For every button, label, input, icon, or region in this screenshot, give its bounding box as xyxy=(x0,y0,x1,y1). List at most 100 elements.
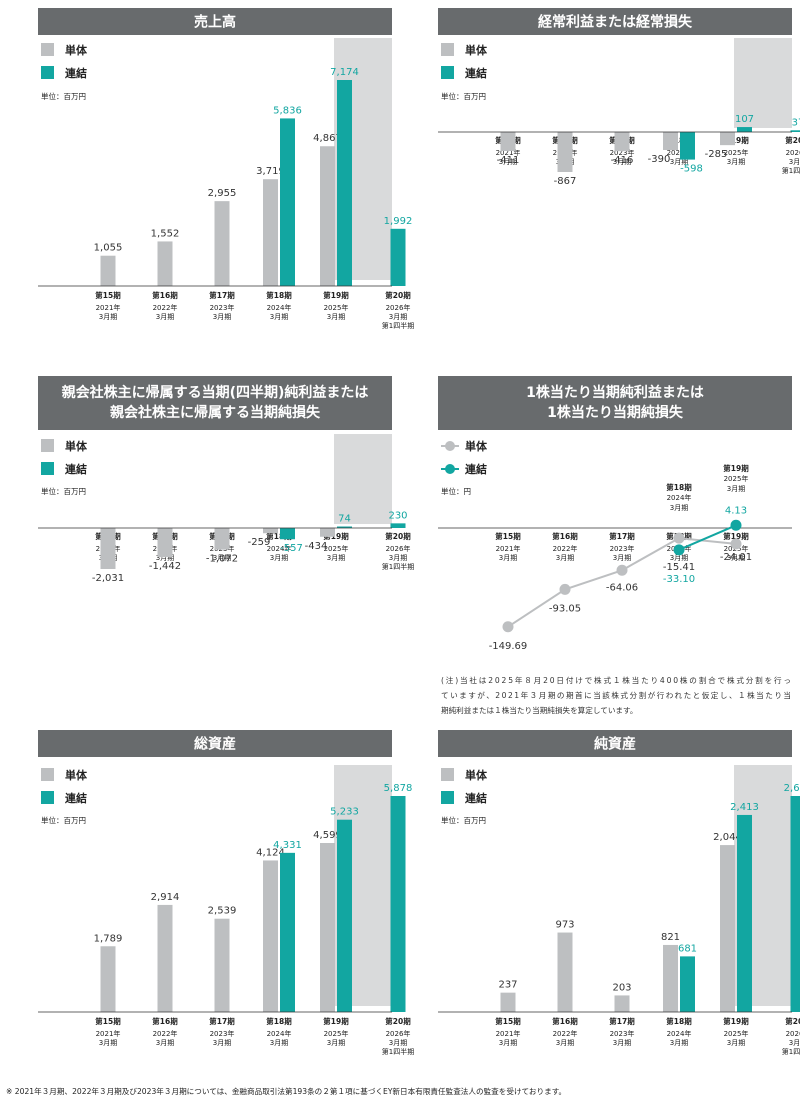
chart-title-bar xyxy=(38,730,392,757)
period-label: 第17期 xyxy=(609,1016,635,1026)
period-sublabel: 2023年 xyxy=(610,544,635,553)
period-sublabel: 3月期 xyxy=(556,1039,574,1047)
single-value-label: 973 xyxy=(555,920,574,931)
period-sublabel: 2026年 xyxy=(386,1029,411,1038)
consolidated-value-label: -33.10 xyxy=(663,574,695,585)
point-period-label: 3月期 xyxy=(727,485,745,493)
consolidated-value-label: 5,878 xyxy=(384,783,413,794)
chart-title-bar xyxy=(38,8,392,35)
consolidated-bar xyxy=(680,956,695,1012)
point-period-label: 第19期 xyxy=(723,463,749,473)
period-sublabel: 3月期 xyxy=(270,1039,288,1047)
chart-title: 経常利益または経常損失 xyxy=(538,14,693,31)
period-sublabel: 3月期 xyxy=(213,1039,231,1047)
single-bar xyxy=(320,146,335,286)
single-value-label: 237 xyxy=(498,980,517,991)
period-sublabel: 第1四半期 xyxy=(782,1047,800,1056)
legend-consolidated-label: 連結 xyxy=(465,66,487,80)
period-label: 第18期 xyxy=(666,135,692,145)
single-value-label: -416 xyxy=(611,155,634,166)
period-sublabel: 2021年 xyxy=(496,544,521,553)
legend-single-label: 単体 xyxy=(465,768,488,782)
consolidated-value-label: 681 xyxy=(678,943,697,954)
single-bar xyxy=(614,995,630,1012)
single-value-label: -93.05 xyxy=(549,603,581,614)
eps-note-line: (注)当社は2025年８月20日付けで株式１株当たり400株の割合で株式分割を行… xyxy=(441,675,791,685)
period-sublabel: 3月期 xyxy=(213,313,231,321)
single-value-label: 4,124 xyxy=(256,847,285,858)
single-bar xyxy=(500,132,516,151)
consolidated-value-label: 7,174 xyxy=(330,67,359,78)
period-label: 第20期 xyxy=(385,290,411,300)
period-sublabel: 3月期 xyxy=(727,1039,745,1047)
consolidated-bar xyxy=(737,814,752,1012)
period-sublabel: 2021年 xyxy=(496,1029,521,1038)
period-sublabel: 2026年 xyxy=(386,303,411,312)
chart-panel-2: 親会社株主に帰属する当期(四半期)純利益または親会社株主に帰属する当期純損失単体… xyxy=(38,376,414,584)
single-value-label: -149.69 xyxy=(489,641,528,652)
period-sublabel: 2024年 xyxy=(267,1029,292,1038)
single-value-label: -64.06 xyxy=(606,582,638,593)
consolidated-point xyxy=(730,519,742,531)
legend-consolidated-swatch xyxy=(41,462,54,475)
period-label: 第18期 xyxy=(266,531,292,541)
period-label: 第17期 xyxy=(609,531,635,541)
legend-single-swatch xyxy=(41,768,54,781)
period-sublabel: 3月期 xyxy=(613,1039,631,1047)
period-label: 第15期 xyxy=(95,290,121,300)
unit-label: 単位：百万円 xyxy=(41,91,86,101)
unit-label: 単位：百万円 xyxy=(441,91,486,101)
chart-title: 親会社株主に帰属する当期純損失 xyxy=(110,404,321,421)
period-sublabel: 3月期 xyxy=(156,1039,174,1047)
single-bar xyxy=(157,241,173,286)
legend-consolidated-swatch xyxy=(41,66,54,79)
legend-single-swatch xyxy=(41,439,54,452)
consolidated-bar xyxy=(280,852,295,1012)
period-label: 第15期 xyxy=(495,1016,521,1026)
period-sublabel: 2021年 xyxy=(96,303,121,312)
legend-single-label: 単体 xyxy=(65,439,88,453)
single-value-label: -285 xyxy=(705,149,728,160)
period-label: 第18期 xyxy=(666,1016,692,1026)
period-label: 第19期 xyxy=(723,531,749,541)
single-value-label: 2,914 xyxy=(151,892,180,903)
single-value-label: -411 xyxy=(497,155,520,166)
point-period-label: 3月期 xyxy=(670,504,688,512)
period-sublabel: 第1四半期 xyxy=(382,1047,414,1056)
period-sublabel: 第1四半期 xyxy=(382,321,414,330)
period-label: 第16期 xyxy=(152,1016,178,1026)
single-value-label: 203 xyxy=(612,982,631,993)
period-label: 第19期 xyxy=(723,135,749,145)
single-value-label: -259 xyxy=(248,537,271,548)
consolidated-bar xyxy=(280,118,295,286)
consolidated-bar xyxy=(337,819,352,1012)
period-label: 第19期 xyxy=(323,290,349,300)
period-sublabel: 3月期 xyxy=(213,554,231,562)
period-label: 第18期 xyxy=(266,1016,292,1026)
point-period-label: 第18期 xyxy=(666,482,692,492)
legend-consolidated-marker xyxy=(445,464,455,474)
period-sublabel: 2026年 xyxy=(786,1029,800,1038)
single-bar xyxy=(100,946,116,1012)
period-sublabel: 3月期 xyxy=(613,158,631,166)
single-value-label: 4,599 xyxy=(313,830,342,841)
single-bar xyxy=(263,528,278,534)
period-sublabel: 3月期 xyxy=(270,554,288,562)
period-sublabel: 2025年 xyxy=(724,1029,749,1038)
latest-period-shade xyxy=(734,38,792,128)
single-bar xyxy=(663,132,678,150)
single-point xyxy=(559,583,571,595)
period-sublabel: 3月期 xyxy=(789,158,800,166)
consolidated-value-label: 37 xyxy=(792,117,800,128)
single-bar xyxy=(100,528,116,569)
period-sublabel: 2022年 xyxy=(153,1029,178,1038)
period-sublabel: 3月期 xyxy=(727,554,745,562)
single-bar xyxy=(720,845,735,1012)
period-label: 第17期 xyxy=(209,1016,235,1026)
single-bar xyxy=(720,132,735,146)
point-period-label: 2025年 xyxy=(724,474,749,483)
legend-consolidated-swatch xyxy=(441,791,454,804)
period-sublabel: 3月期 xyxy=(327,554,345,562)
period-label: 第20期 xyxy=(785,135,800,145)
